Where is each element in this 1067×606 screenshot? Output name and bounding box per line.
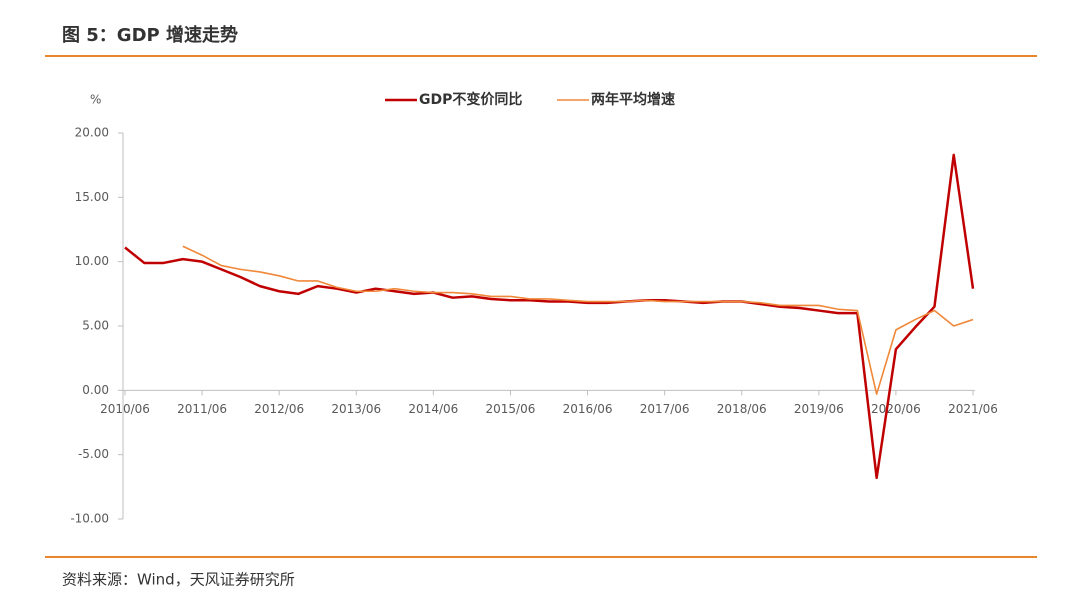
y-tick-label: 10.00 bbox=[75, 254, 109, 268]
x-tick-label: 2014/06 bbox=[408, 402, 458, 416]
series-line bbox=[124, 153, 975, 480]
y-tick-label: 20.00 bbox=[75, 126, 109, 140]
y-tick-label: 0.00 bbox=[82, 383, 109, 397]
chart-title: 图 5：GDP 增速走势 bbox=[62, 24, 238, 46]
x-tick-label: 2017/06 bbox=[640, 402, 690, 416]
x-tick-label: 2016/06 bbox=[563, 402, 613, 416]
x-tick-label: 2011/06 bbox=[177, 402, 227, 416]
y-axis-label: % bbox=[90, 93, 101, 107]
x-tick-label: 2013/06 bbox=[331, 402, 381, 416]
y-tick-label: 5.00 bbox=[82, 319, 109, 333]
legend-label: GDP不变价同比 bbox=[419, 91, 522, 108]
series-line bbox=[182, 245, 974, 395]
x-tick-label: 2021/06 bbox=[948, 402, 998, 416]
y-tick-label: 15.00 bbox=[75, 190, 109, 204]
x-tick-label: 2018/06 bbox=[717, 402, 767, 416]
x-tick-label: 2010/06 bbox=[100, 402, 150, 416]
x-tick-label: 2012/06 bbox=[254, 402, 304, 416]
y-tick-label: -10.00 bbox=[70, 512, 109, 526]
legend-label: 两年平均增速 bbox=[591, 91, 675, 108]
y-tick-label: -5.00 bbox=[78, 447, 109, 461]
x-tick-label: 2015/06 bbox=[486, 402, 536, 416]
source-note: 资料来源：Wind，天风证券研究所 bbox=[62, 571, 295, 589]
x-tick-label: 2020/06 bbox=[871, 402, 921, 416]
x-tick-label: 2019/06 bbox=[794, 402, 844, 416]
